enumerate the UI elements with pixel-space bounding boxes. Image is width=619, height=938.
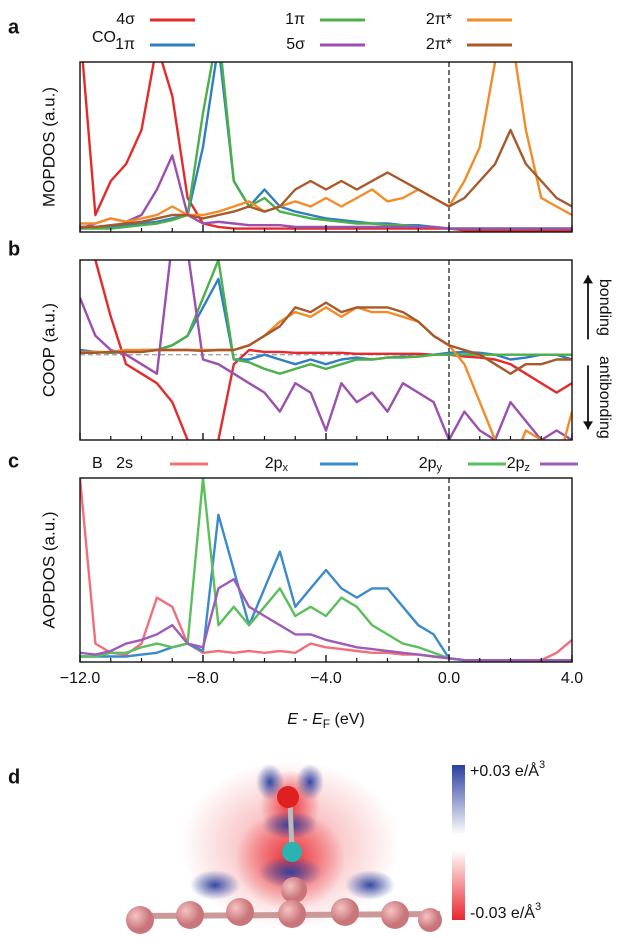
legend-label: 5σ	[286, 36, 305, 53]
legend-label: 2p	[419, 455, 437, 472]
legend-label: 2px	[265, 455, 289, 474]
panel-label: d	[8, 766, 20, 788]
atom	[281, 877, 307, 903]
panel-label: a	[8, 16, 20, 38]
y-axis-label: AOPDOS (a.u.)	[39, 511, 58, 628]
panel-label: b	[8, 238, 20, 260]
legend-subscript: z	[525, 462, 531, 474]
x-tick-label: 4.0	[561, 670, 583, 687]
series-line	[80, 578, 572, 662]
legend-label: 5σ	[286, 36, 305, 53]
x-axis-label-part: E	[312, 711, 323, 728]
legend-label: 2pz	[507, 455, 530, 474]
legend-title: B	[92, 455, 103, 472]
legend-subscript: y	[437, 462, 443, 474]
legend-title: CO	[92, 29, 116, 46]
annotation: bonding	[596, 279, 613, 336]
legend-label: 2s	[116, 455, 133, 472]
density-cloud	[258, 856, 322, 888]
series-line	[80, 260, 572, 440]
series-line	[80, 128, 572, 229]
legend-label: 2p	[265, 455, 283, 472]
series-line	[80, 306, 572, 440]
atom	[126, 906, 154, 934]
series-line	[80, 301, 572, 375]
x-axis-label-part: -	[298, 711, 312, 728]
legend-label: 2π*	[426, 36, 452, 53]
legend-label: 2π*	[426, 36, 452, 53]
x-tick-label: −8.0	[187, 670, 219, 687]
colorbar-power: 3	[539, 759, 545, 771]
plot-frame	[79, 61, 573, 233]
series-line	[93, 260, 572, 440]
legend-label: 2p	[507, 455, 525, 472]
annotation-arrowhead	[583, 421, 593, 430]
annotation: antibonding	[596, 356, 613, 439]
y-axis-label: MOPDOS (a.u.)	[39, 87, 58, 207]
legend-label: 2py	[419, 455, 443, 474]
panel: c AOPDOS (a.u.) −12.0 −8.0 −4.0 0.0 4.0 E - EF …	[8, 450, 583, 731]
x-tick-label: −4.0	[310, 670, 342, 687]
colorbar-label: +0.03 e/Å	[470, 761, 539, 780]
panel-d: d +0.03 e/Å3 -0.03 e/Å3	[8, 759, 545, 934]
series-line	[80, 62, 572, 230]
colorbar-label: -0.03 e/Å	[470, 903, 535, 922]
legend-label: 4σ	[116, 11, 135, 28]
atom	[381, 901, 409, 929]
atom	[282, 842, 302, 862]
x-tick-label: 0.0	[438, 670, 460, 687]
series-line	[80, 260, 572, 375]
colorbar-label: +0.03 e/Å3	[470, 759, 545, 780]
legend-subscript: x	[283, 462, 289, 474]
legend-label: 4σ	[116, 11, 135, 28]
density-cloud	[296, 764, 324, 800]
annotation-arrowhead	[583, 275, 593, 284]
legend-label: 2s	[116, 455, 133, 472]
atom	[418, 908, 442, 932]
x-tick-label: −12.0	[60, 670, 101, 687]
atom	[331, 898, 359, 926]
legend-label: 1π	[115, 36, 135, 53]
x-axis-label-part: E	[287, 711, 298, 728]
atom	[278, 900, 306, 928]
legend-label: 1π	[115, 36, 135, 53]
y-axis-label: COOP (a.u.)	[39, 303, 58, 397]
atom	[176, 901, 204, 929]
series-line	[81, 62, 572, 232]
density-cloud	[345, 870, 395, 900]
density-cloud	[256, 764, 284, 800]
legend-label: 1π	[285, 11, 305, 28]
legend-label: 1π	[285, 11, 305, 28]
legend-label: 2π*	[426, 11, 452, 28]
panel-label: c	[8, 450, 19, 472]
colorbar-label: -0.03 e/Å3	[470, 901, 541, 922]
colorbar	[452, 765, 465, 920]
atom	[226, 898, 254, 926]
atom	[277, 786, 299, 808]
x-axis-label-part: F	[323, 717, 330, 731]
panel: b COOP (a.u.) bonding antibonding	[8, 238, 613, 441]
legend: B 2s 2px 2py 2pz	[92, 455, 578, 474]
density-cloud	[190, 870, 240, 900]
series-line	[80, 62, 572, 225]
series-line	[80, 513, 572, 662]
x-axis-label: E - EF (eV)	[287, 711, 365, 731]
legend-label: 2π*	[426, 11, 452, 28]
x-axis-label-part: (eV)	[330, 711, 365, 728]
colorbar-power: 3	[535, 901, 541, 913]
